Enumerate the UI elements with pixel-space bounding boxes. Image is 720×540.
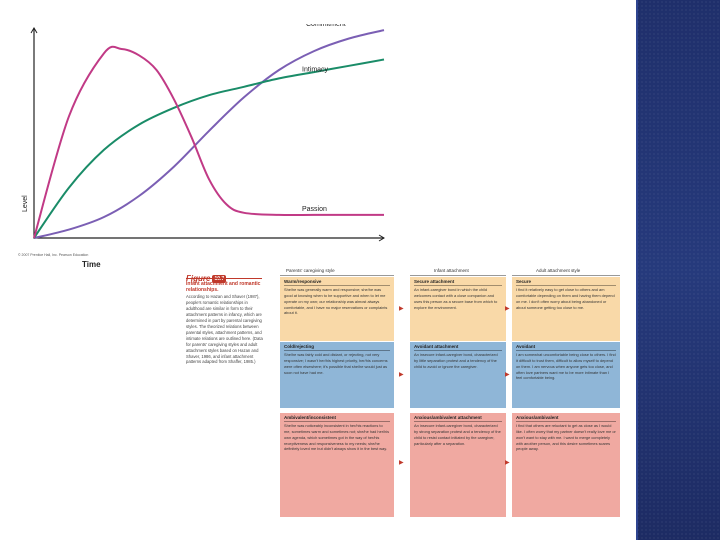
- arrow-right-icon: ▶: [399, 306, 404, 312]
- cell-warm-responsive: Warm/responsive She/he was generally war…: [280, 277, 394, 341]
- figure-number-badge: 10.7: [212, 275, 227, 283]
- arrow-right-icon: ▶: [399, 460, 404, 466]
- column-header-parents: Parents' caregiving style: [286, 268, 335, 273]
- column-header-rule: [280, 275, 394, 276]
- arrow-right-icon: ▶: [399, 372, 404, 378]
- triangular-love-chart: Commitment Intimacy Passion Level Time: [18, 24, 390, 269]
- cell-avoidant-adult: Avoidant I am somewhat uncomfortable bei…: [512, 342, 620, 408]
- cell-anxious-ambivalent-attachment: Anxious/ambivalent attachment An insecur…: [410, 413, 506, 517]
- cell-text: She/he was fairly cold and distant, or r…: [284, 352, 388, 375]
- column-header-rule: [512, 275, 620, 276]
- cell-ambivalent-inconsistent: Ambivalent/inconsistent She/he was notic…: [280, 413, 394, 517]
- cell-text: An infant-caregiver bond in which the ch…: [414, 287, 498, 310]
- cell-title: Secure attachment: [414, 279, 502, 286]
- cell-text: She/he was generally warm and responsive…: [284, 287, 388, 316]
- y-axis-arrow-icon: [30, 27, 38, 34]
- cell-title: Anxious/ambivalent attachment: [414, 415, 502, 422]
- copyright-line: © 2007 Prentice Hall, Inc. Pearson Educa…: [18, 253, 89, 257]
- x-axis-arrow-icon: [378, 234, 385, 242]
- figure-caption: According to Hazan and Shaver (1987), pe…: [186, 294, 263, 365]
- chart-canvas: Commitment Intimacy Passion: [30, 24, 385, 242]
- cell-title: Avoidant attachment: [414, 344, 502, 351]
- cell-text: An insecure infant-caregiver bond, chara…: [414, 423, 501, 446]
- cell-text: I find it relatively easy to get close t…: [516, 287, 615, 310]
- series-label-commitment: Commitment: [306, 24, 346, 28]
- cell-secure-adult: Secure I find it relatively easy to get …: [512, 277, 620, 341]
- arrow-right-icon: ▶: [505, 460, 510, 466]
- cell-title: Avoidant: [516, 344, 616, 351]
- decorative-side-band: [636, 0, 720, 540]
- arrow-right-icon: ▶: [505, 372, 510, 378]
- series-line-commitment: [33, 29, 385, 239]
- cell-text: An insecure infant-caregiver bond, chara…: [414, 352, 498, 369]
- series-line-passion: [33, 45, 384, 239]
- cell-title: Secure: [516, 279, 616, 286]
- cell-text: She/he was noticeably inconsistent in he…: [284, 423, 390, 452]
- cell-text: I find that others are reluctant to get …: [516, 423, 616, 452]
- cell-title: Cold/rejecting: [284, 344, 390, 351]
- series-label-intimacy: Intimacy: [302, 67, 329, 74]
- cell-anxious-ambivalent-adult: Anxious/ambivalent I find that others ar…: [512, 413, 620, 517]
- cell-secure-attachment: Secure attachment An infant-caregiver bo…: [410, 277, 506, 341]
- column-header-adult: Adult attachment style: [536, 268, 581, 273]
- x-axis-label: Time: [82, 260, 101, 269]
- y-axis-label: Level: [22, 195, 29, 212]
- cell-cold-rejecting: Cold/rejecting She/he was fairly cold an…: [280, 342, 394, 408]
- column-header-rule: [410, 275, 506, 276]
- column-header-infant: Infant attachment: [434, 268, 469, 273]
- chart-axes: [33, 28, 384, 239]
- figure-divider: [186, 278, 262, 279]
- cell-text: I am somewhat uncomfortable being close …: [516, 352, 616, 381]
- arrow-right-icon: ▶: [505, 306, 510, 312]
- figure-title: Infant attachment and romantic relations…: [186, 281, 261, 294]
- cell-avoidant-attachment: Avoidant attachment An insecure infant-c…: [410, 342, 506, 408]
- cell-title: Anxious/ambivalent: [516, 415, 616, 422]
- series-line-intimacy: [33, 58, 385, 239]
- series-label-passion: Passion: [302, 206, 327, 213]
- cell-title: Ambivalent/inconsistent: [284, 415, 390, 422]
- cell-title: Warm/responsive: [284, 279, 390, 286]
